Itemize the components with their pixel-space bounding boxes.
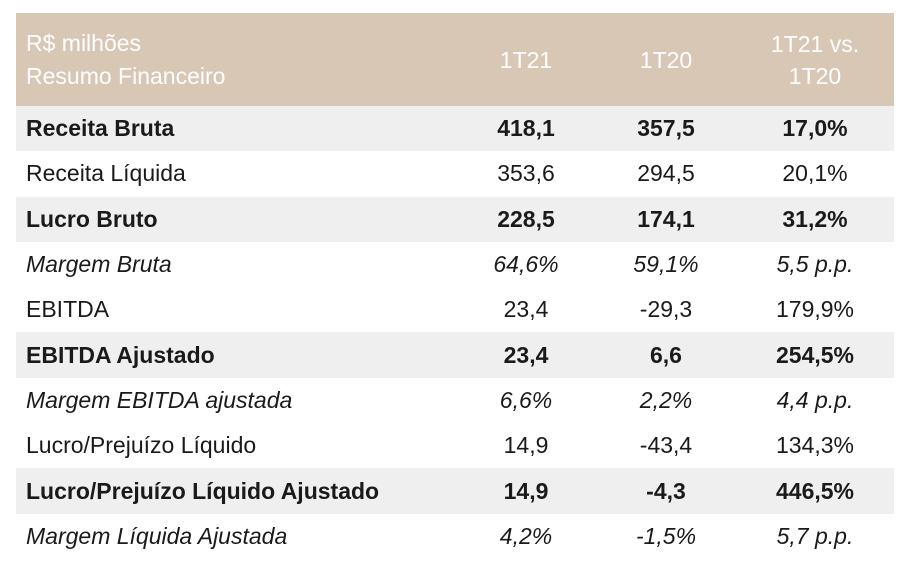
row-label: Margem EBITDA ajustada (26, 386, 293, 413)
table-row: EBITDA Ajustado 23,4 6,6 254,5% (16, 332, 894, 378)
row-value-variation: 20,1% (782, 160, 848, 187)
row-value-1t20: -1,5% (635, 522, 697, 549)
row-label: EBITDA Ajustado (26, 341, 215, 368)
row-value-1t21: 353,6 (497, 160, 555, 187)
row-label: Receita Bruta (26, 115, 175, 142)
row-value-1t20: -4,3 (646, 477, 686, 504)
table-row: Lucro Bruto 228,5 174,1 31,2% (16, 196, 894, 242)
row-value-variation: 4,4 p.p. (776, 386, 854, 413)
row-value-variation: 17,0% (782, 115, 848, 142)
row-label: Margem Bruta (26, 251, 172, 278)
row-value-1t20: 2,2% (639, 386, 693, 413)
row-value-variation: 254,5% (775, 341, 854, 368)
row-label: Lucro/Prejuízo Líquido Ajustado (26, 477, 380, 504)
row-value-1t21: 23,4 (503, 296, 549, 323)
header-title-line2: Resumo Financeiro (26, 62, 226, 89)
header-col-1t21: 1T21 (499, 46, 553, 73)
row-label: Lucro/Prejuízo Líquido (26, 432, 257, 459)
row-value-1t21: 228,5 (497, 205, 555, 232)
table-row: Receita Bruta 418,1 357,5 17,0% (16, 106, 894, 152)
header-title: R$ milhões Resumo Financeiro (16, 13, 456, 106)
row-value-variation: 31,2% (782, 205, 848, 232)
row-value-variation: 5,5 p.p. (776, 251, 854, 278)
header-col3-line2: 1T20 (788, 62, 842, 89)
row-value-1t21: 64,6% (493, 251, 559, 278)
table-header: R$ milhões Resumo Financeiro 1T21 1T20 1… (16, 13, 894, 106)
row-value-1t20: 174,1 (637, 205, 695, 232)
row-value-1t21: 14,9 (503, 432, 549, 459)
table-row: Receita Líquida 353,6 294,5 20,1% (16, 151, 894, 196)
row-value-1t20: -43,4 (639, 432, 693, 459)
row-value-1t21: 418,1 (497, 115, 555, 142)
table-row: Lucro/Prejuízo Líquido 14,9 -43,4 134,3% (16, 423, 894, 468)
table-row: Lucro/Prejuízo Líquido Ajustado 14,9 -4,… (16, 468, 894, 514)
row-label: EBITDA (26, 296, 110, 323)
row-label: Receita Líquida (26, 160, 186, 187)
row-value-1t21: 14,9 (503, 477, 549, 504)
row-value-1t20: -29,3 (639, 296, 693, 323)
table-row: Margem Líquida Ajustada 4,2% -1,5% 5,7 p… (16, 514, 894, 559)
table-row: EBITDA 23,4 -29,3 179,9% (16, 287, 894, 332)
financial-summary-table: R$ milhões Resumo Financeiro 1T21 1T20 1… (16, 13, 894, 559)
row-value-1t20: 294,5 (637, 160, 695, 187)
row-value-variation: 179,9% (775, 296, 854, 323)
header-col-1t20: 1T20 (639, 46, 693, 73)
row-label: Margem Líquida Ajustada (26, 522, 288, 549)
row-value-1t20: 6,6 (650, 341, 682, 368)
row-value-1t20: 357,5 (637, 115, 695, 142)
table-row: Margem Bruta 64,6% 59,1% 5,5 p.p. (16, 242, 894, 287)
row-value-variation: 5,7 p.p. (776, 522, 854, 549)
row-value-variation: 446,5% (775, 477, 854, 504)
table-row: Margem EBITDA ajustada 6,6% 2,2% 4,4 p.p… (16, 378, 894, 423)
row-label: Lucro Bruto (26, 205, 158, 232)
row-value-1t21: 4,2% (499, 522, 553, 549)
row-value-1t21: 6,6% (499, 386, 553, 413)
row-value-1t20: 59,1% (633, 251, 699, 278)
header-col3-line1: 1T21 vs. (770, 30, 860, 57)
row-value-variation: 134,3% (775, 432, 854, 459)
header-title-line1: R$ milhões (26, 29, 142, 56)
header-col-comparison: 1T21 vs. 1T20 (736, 13, 894, 106)
row-value-1t21: 23,4 (503, 341, 549, 368)
